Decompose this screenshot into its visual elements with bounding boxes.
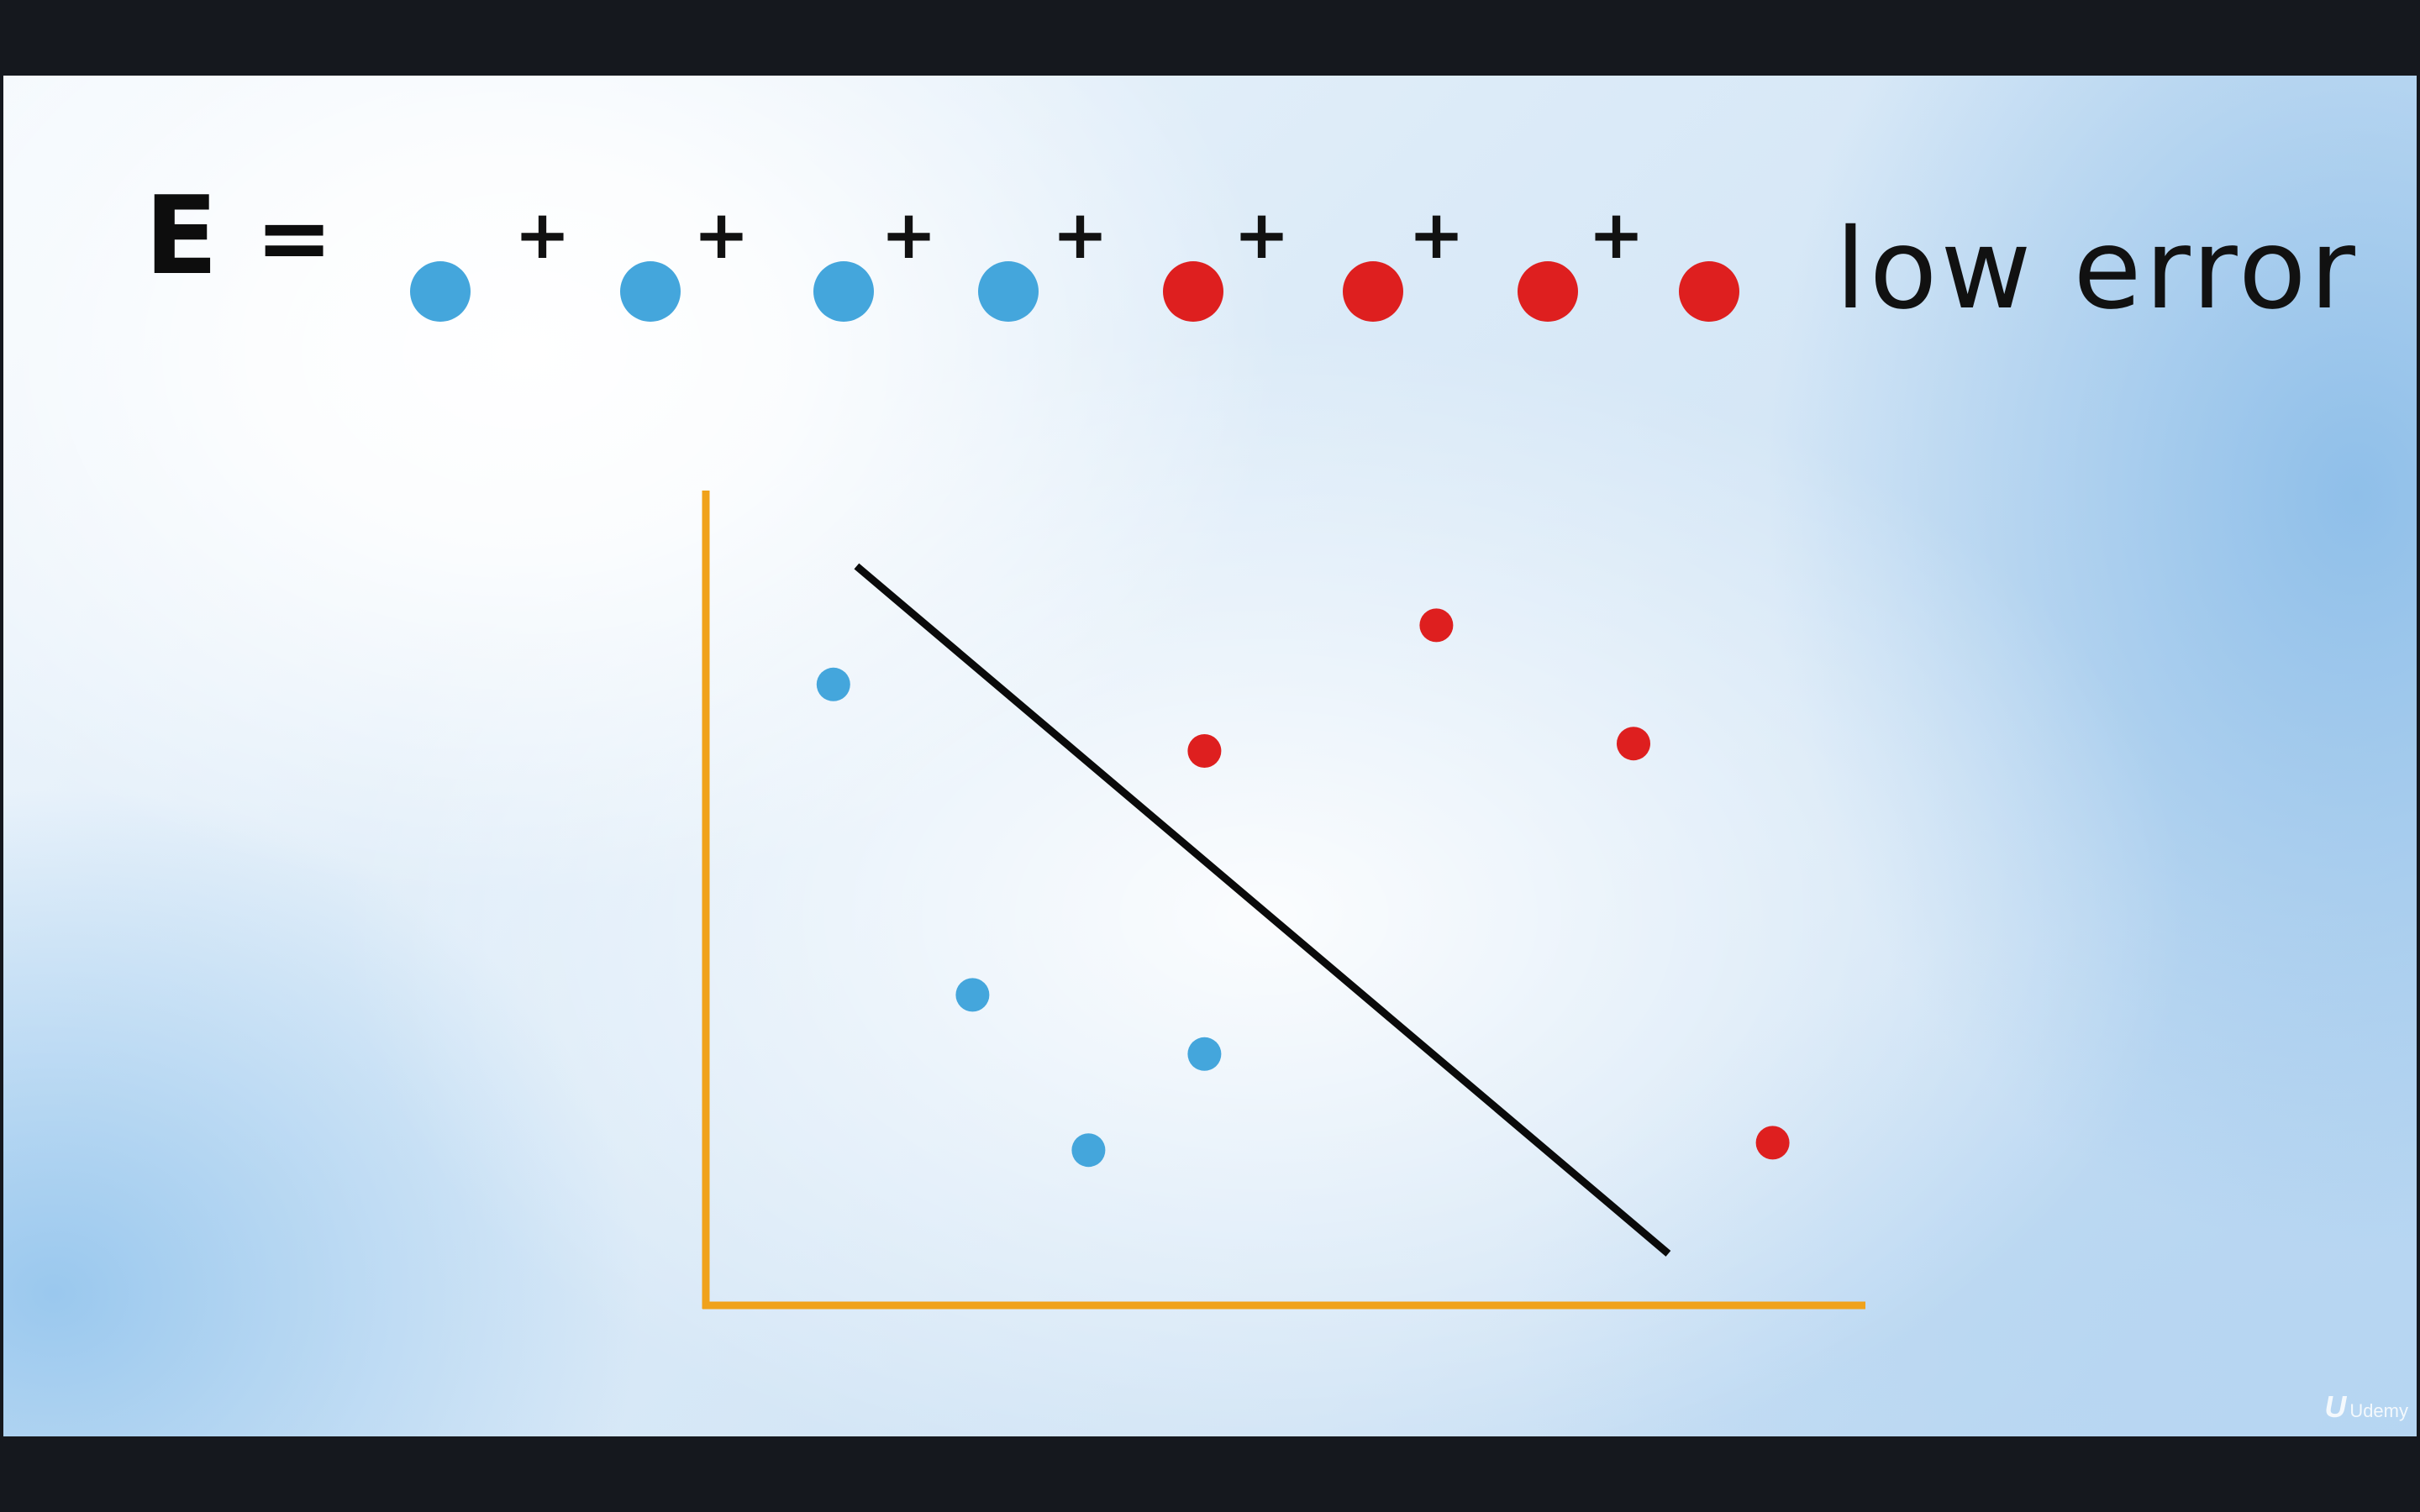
data-point-red bbox=[1187, 734, 1222, 768]
data-point-blue bbox=[1187, 1037, 1222, 1071]
watermark-text: Udemy bbox=[2349, 1400, 2408, 1421]
equation-plus-sign: + bbox=[693, 196, 750, 274]
equation-label: E bbox=[145, 174, 218, 299]
equation-plus-sign: + bbox=[1588, 196, 1645, 274]
equation-term-red-dot bbox=[1343, 261, 1403, 322]
error-status-title: low error bbox=[1835, 205, 2359, 334]
decision-boundary-line bbox=[854, 563, 1671, 1257]
equation-term-blue-dot bbox=[978, 261, 1039, 322]
data-point-blue bbox=[955, 978, 990, 1012]
equation-term-red-dot bbox=[1518, 261, 1578, 322]
equation-term-blue-dot bbox=[813, 261, 874, 322]
equation-term-blue-dot bbox=[620, 261, 681, 322]
equation-plus-sign: + bbox=[881, 196, 938, 274]
scatter-plot bbox=[702, 491, 1865, 1310]
data-point-red bbox=[1755, 1126, 1790, 1160]
equation-plus-sign: + bbox=[1408, 196, 1465, 274]
data-point-red bbox=[1617, 727, 1650, 761]
data-point-blue bbox=[1071, 1133, 1106, 1168]
data-point-blue bbox=[816, 667, 850, 701]
equation-term-red-dot bbox=[1163, 261, 1223, 322]
data-point-red bbox=[1419, 608, 1454, 643]
udemy-logo-icon: U bbox=[2324, 1389, 2347, 1424]
equation-term-blue-dot bbox=[410, 261, 471, 322]
equation-plus-sign: + bbox=[514, 196, 571, 274]
equation-term-red-dot bbox=[1679, 261, 1739, 322]
slide-canvas: E = + + + + + + + low error U Udemy bbox=[3, 76, 2417, 1436]
equation-plus-sign: + bbox=[1234, 196, 1291, 274]
equation-plus-sign: + bbox=[1052, 196, 1109, 274]
udemy-watermark: U Udemy bbox=[2324, 1389, 2408, 1425]
equation-equals-sign: = bbox=[255, 184, 334, 291]
